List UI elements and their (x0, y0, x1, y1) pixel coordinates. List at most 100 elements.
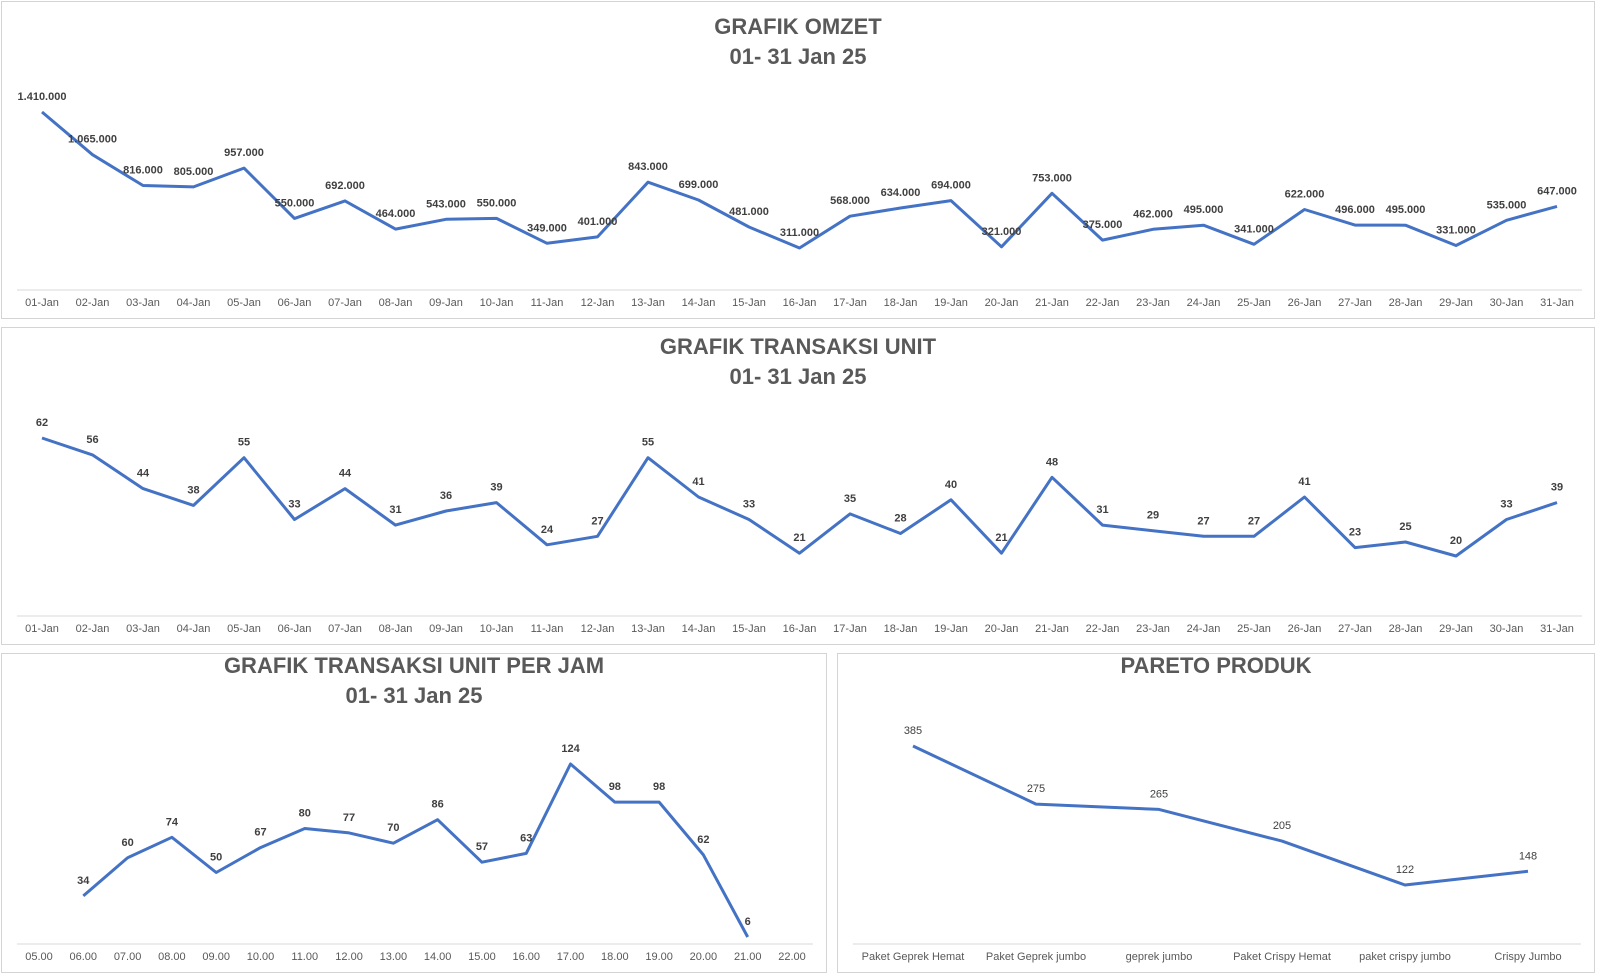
x-tick-label: 31-Jan (1540, 297, 1574, 309)
series-line (41, 110, 1558, 250)
data-label: 67 (254, 827, 266, 839)
data-label: 481.000 (729, 206, 769, 218)
data-label: 148 (1519, 850, 1537, 862)
data-label: 647.000 (1537, 185, 1577, 197)
chart-title: PARETO PRODUK (838, 654, 1594, 681)
data-label: 29 (1147, 510, 1159, 522)
data-label: 98 (653, 781, 665, 793)
x-tick-label: 31-Jan (1540, 623, 1574, 635)
data-label: 265 (1150, 788, 1168, 800)
data-label: 634.000 (881, 187, 921, 199)
x-tick-label: 18-Jan (884, 623, 918, 635)
x-tick-label: 25-Jan (1237, 623, 1271, 635)
x-tick-label: 28-Jan (1389, 623, 1423, 635)
data-label: 495.000 (1184, 204, 1224, 216)
x-tick-label: 12-Jan (581, 623, 615, 635)
data-label: 38 (187, 484, 199, 496)
data-label: 496.000 (1335, 204, 1375, 216)
data-label: 44 (137, 468, 150, 480)
x-tick-label: 30-Jan (1490, 623, 1524, 635)
x-tick-label: 23-Jan (1136, 623, 1170, 635)
chart-title: GRAFIK OMZET 01- 31 Jan 25 (2, 12, 1594, 72)
data-label: 24 (541, 524, 554, 536)
perjam-line-chart: 05.00 06.00 07.00 08.00 09.00 10.00 11.00 12.00… (17, 743, 813, 963)
data-label: 62 (36, 417, 48, 429)
data-label: 27 (1248, 515, 1260, 527)
data-label: 57 (476, 841, 488, 853)
data-label: 1.065.000 (68, 134, 117, 146)
x-tick-label: 22.00 (778, 951, 806, 963)
data-label: 74 (166, 816, 179, 828)
data-label: 843.000 (628, 161, 668, 173)
x-tick-label: 22-Jan (1086, 623, 1120, 635)
data-label: 80 (299, 808, 311, 820)
x-tick-label: 29-Jan (1439, 623, 1473, 635)
data-label: 692.000 (325, 180, 365, 192)
x-tick-label: 13-Jan (631, 297, 665, 309)
data-label: 50 (210, 851, 222, 863)
x-tick-label: 05.00 (25, 951, 53, 963)
x-tick-label: 16-Jan (783, 623, 817, 635)
x-tick-label: 24-Jan (1187, 297, 1221, 309)
x-tick-label: 25-Jan (1237, 297, 1271, 309)
transaksi-line-chart: 01-Jan 02-Jan 03-Jan 04-Jan 05-Jan 06-Jan 07-J… (17, 417, 1582, 635)
x-tick-label: 27-Jan (1338, 297, 1372, 309)
x-tick-label: 17-Jan (833, 297, 867, 309)
data-label: 805.000 (174, 166, 214, 178)
x-tick-label: geprek jumbo (1126, 951, 1193, 963)
x-tick-label: 12.00 (335, 951, 363, 963)
x-tick-label: 04-Jan (177, 297, 211, 309)
omzet-line-chart: 01-Jan 02-Jan 03-Jan 04-Jan 05-Jan 06-Jan 07-J… (17, 91, 1582, 309)
x-tick-label: 27-Jan (1338, 623, 1372, 635)
x-tick-label: Paket Geprek Hemat (862, 951, 965, 963)
x-tick-label: 06-Jan (278, 623, 312, 635)
x-tick-label: 03-Jan (126, 623, 160, 635)
data-label: 341.000 (1234, 223, 1274, 235)
data-label: 6 (745, 916, 751, 928)
x-tick-label: 02-Jan (76, 297, 110, 309)
data-label: 816.000 (123, 165, 163, 177)
omzet-chart-panel: GRAFIK OMZET 01- 31 Jan 25 01-Jan 02-Jan 0… (1, 1, 1595, 319)
data-label: 41 (1298, 476, 1310, 488)
data-label: 694.000 (931, 180, 971, 192)
x-tick-label: Crispy Jumbo (1494, 951, 1561, 963)
data-label: 462.000 (1133, 208, 1173, 220)
x-tick-label: 20.00 (690, 951, 718, 963)
data-label: 495.000 (1386, 204, 1426, 216)
x-tick-label: 19-Jan (934, 623, 968, 635)
x-tick-label: 11-Jan (531, 297, 564, 309)
data-label: 34 (77, 875, 90, 887)
chart-title: GRAFIK TRANSAKSI UNIT PER JAM 01- 31 Jan… (2, 653, 826, 711)
x-tick-label: 15-Jan (732, 623, 766, 635)
x-tick-label: 14.00 (424, 951, 452, 963)
x-tick-label: 17-Jan (833, 623, 867, 635)
data-label: 55 (238, 437, 250, 449)
data-label: 31 (389, 504, 401, 516)
data-label: 31 (1096, 504, 1108, 516)
x-tick-label: 21-Jan (1035, 623, 1069, 635)
x-tick-label: 15-Jan (732, 297, 766, 309)
data-label: 48 (1046, 456, 1058, 468)
data-label: 39 (490, 482, 502, 494)
data-label: 56 (86, 434, 98, 446)
x-tick-label: 06.00 (70, 951, 98, 963)
data-label: 275 (1027, 783, 1045, 795)
series-line (912, 744, 1529, 887)
data-label: 699.000 (679, 179, 719, 191)
data-label: 28 (894, 513, 906, 525)
x-tick-label: Paket Geprek jumbo (986, 951, 1086, 963)
data-label: 40 (945, 479, 957, 491)
x-tick-label: 14-Jan (682, 623, 716, 635)
x-tick-label: 23-Jan (1136, 297, 1170, 309)
x-tick-label: 15.00 (468, 951, 496, 963)
x-tick-label: 13-Jan (631, 623, 665, 635)
x-tick-label: 21.00 (734, 951, 762, 963)
data-label: 41 (692, 476, 704, 488)
x-tick-label: 20-Jan (985, 623, 1019, 635)
x-tick-label: 19-Jan (934, 297, 968, 309)
data-label: 401.000 (578, 216, 618, 228)
data-label: 321.000 (982, 226, 1022, 238)
chart-title-text: GRAFIK TRANSAKSI UNIT PER JAM (223, 653, 605, 678)
x-tick-label: Paket Crispy Hemat (1233, 951, 1331, 963)
x-tick-label: 08-Jan (379, 623, 413, 635)
